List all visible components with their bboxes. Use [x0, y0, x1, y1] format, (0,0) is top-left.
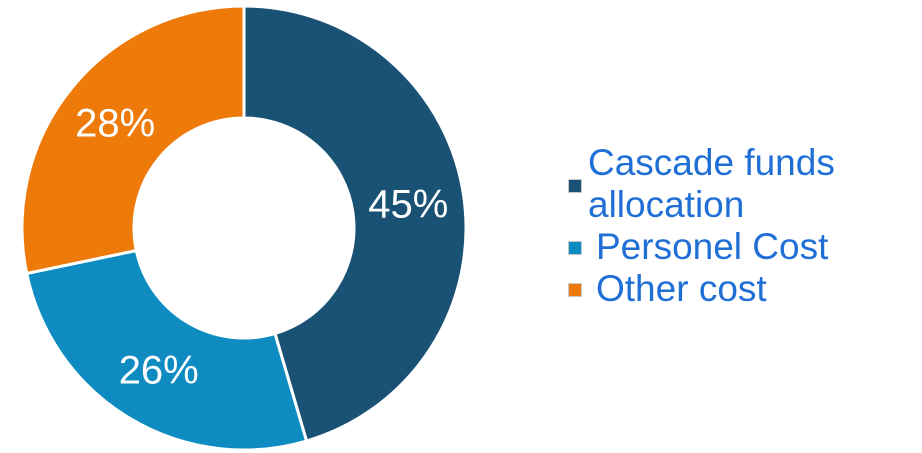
legend-item-other-cost: Other cost [568, 268, 918, 310]
slice-label-personel-cost: 26% [119, 348, 199, 392]
legend-label-other-cost: Other cost [596, 268, 767, 309]
legend-label-personel-cost: Personel Cost [596, 226, 829, 267]
legend-label-cascade-funds-allocation: Cascade funds allocation [588, 142, 835, 225]
slice-cascade-funds-allocation [242, 4, 468, 443]
legend-item-cascade-funds-allocation: Cascade funds allocation [568, 142, 918, 226]
slices-group [20, 4, 468, 452]
legend: Cascade funds allocation Personel Cost O… [568, 142, 918, 310]
slice-personel-cost [24, 248, 309, 452]
slice-other-cost [20, 4, 246, 276]
legend-swatch-cascade-funds-allocation [568, 179, 582, 193]
legend-swatch-personel-cost [568, 241, 582, 255]
labels-group: 45% 26% 28% [75, 101, 448, 392]
slice-label-other-cost: 28% [75, 101, 155, 145]
legend-swatch-other-cost [568, 283, 582, 297]
legend-item-personel-cost: Personel Cost [568, 226, 918, 268]
slice-label-cascade-funds-allocation: 45% [368, 182, 448, 226]
